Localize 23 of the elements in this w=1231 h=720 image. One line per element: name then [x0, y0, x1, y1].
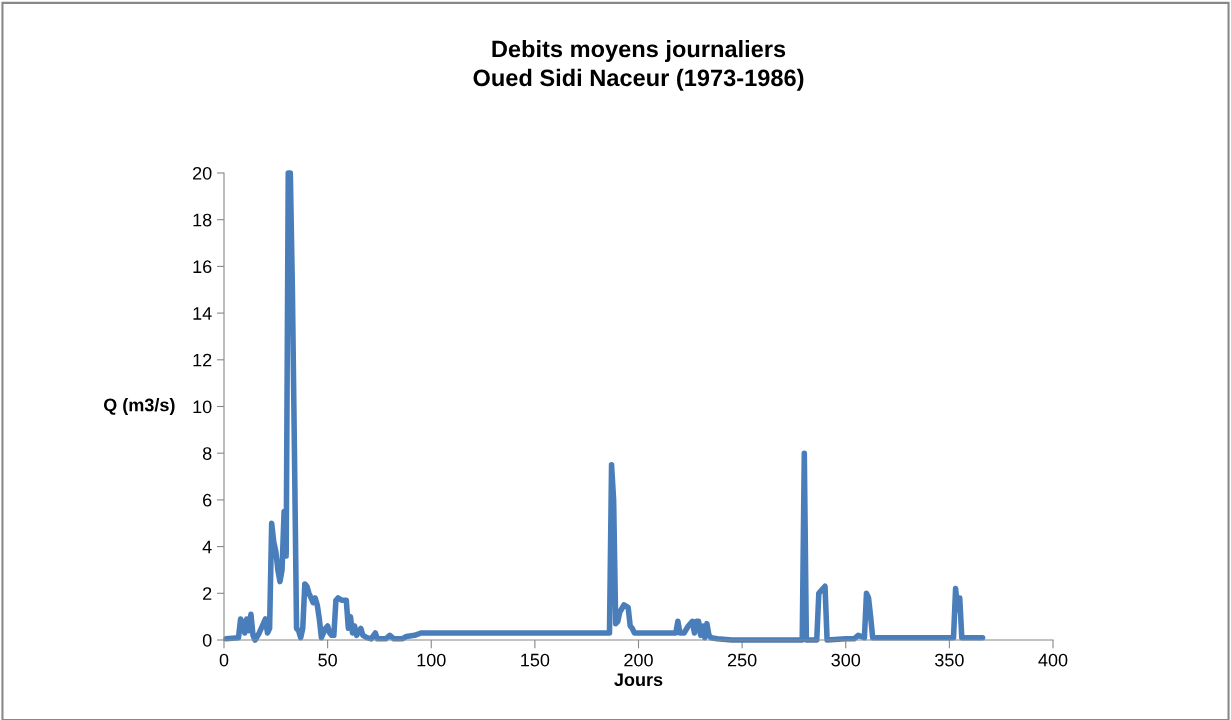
chart-title: Debits moyens journaliers Oued Sidi Naceur (1973-1986)	[473, 40, 804, 91]
x-tick-label: 150	[521, 653, 550, 667]
y-tick-label: 18	[193, 213, 212, 227]
y-tick-label: 2	[203, 587, 212, 600]
y-tick-label: 16	[193, 260, 212, 274]
x-tick-label: 200	[624, 653, 653, 667]
x-tick-label: 50	[318, 653, 337, 667]
y-axis-title: Q (m3/s)	[103, 398, 175, 415]
y-tick-label: 10	[193, 400, 212, 414]
y-tick-label: 0	[202, 633, 212, 647]
x-axis-title: Jours	[614, 673, 663, 687]
x-tick-label: 400	[1038, 653, 1068, 667]
x-tick-label: 300	[831, 653, 861, 667]
x-tick-label: 250	[727, 653, 757, 667]
y-tick-label: 14	[193, 307, 212, 320]
x-tick-label: 350	[935, 653, 964, 667]
y-tick-label: 20	[193, 166, 212, 180]
x-tick-label: 100	[417, 653, 446, 667]
y-tick-label: 8	[202, 447, 212, 460]
y-tick-label: 12	[193, 353, 212, 367]
x-tick-label: 0	[219, 653, 229, 667]
y-tick-label: 6	[203, 493, 212, 507]
y-tick-label: 4	[202, 540, 212, 554]
